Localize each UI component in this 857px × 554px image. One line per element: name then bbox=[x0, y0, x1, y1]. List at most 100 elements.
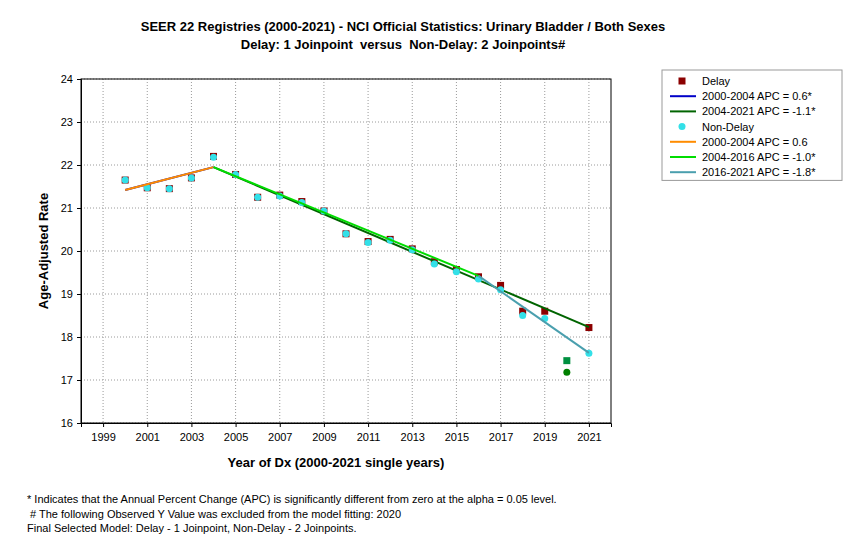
data-point bbox=[122, 177, 129, 184]
legend-line bbox=[670, 95, 696, 97]
x-tick: 2019 bbox=[533, 423, 557, 443]
data-point bbox=[254, 194, 261, 201]
fit-line bbox=[214, 167, 589, 327]
grid-line-y bbox=[81, 165, 611, 166]
legend-label: 2004-2016 APC = -1.0* bbox=[702, 151, 816, 163]
data-point bbox=[166, 185, 173, 192]
footnotes: * Indicates that the Annual Percent Chan… bbox=[27, 493, 557, 534]
y-tick-mark bbox=[77, 251, 81, 252]
x-axis-title: Year of Dx (2000-2021 single years) bbox=[228, 455, 445, 470]
data-point bbox=[122, 177, 129, 184]
legend-label: 2000-2004 APC = 0.6 bbox=[702, 136, 808, 148]
grid-line-y bbox=[81, 122, 611, 123]
x-tick: 2017 bbox=[489, 423, 513, 443]
y-axis-line bbox=[77, 80, 82, 424]
y-tick: 21 bbox=[61, 202, 81, 214]
y-tick-mark bbox=[77, 423, 81, 424]
x-tick-mark bbox=[456, 423, 457, 427]
x-tick-label: 2007 bbox=[268, 431, 292, 443]
y-tick: 17 bbox=[61, 374, 81, 386]
y-tick-label: 22 bbox=[61, 159, 73, 171]
grid-line-y bbox=[81, 380, 611, 381]
x-axis: 1999 2001 2003 2005 2007 2009 2011 2013 2015 2017… bbox=[82, 423, 612, 443]
x-tick-label: 2005 bbox=[224, 431, 248, 443]
y-tick-label: 16 bbox=[61, 417, 73, 429]
grid-line-x bbox=[456, 79, 457, 423]
x-tick-mark bbox=[103, 423, 104, 427]
x-tick-label: 2001 bbox=[136, 431, 160, 443]
x-tick-mark bbox=[147, 423, 148, 427]
data-point bbox=[188, 174, 195, 181]
legend-label: 2000-2004 APC = 0.6* bbox=[702, 90, 812, 102]
grid-line-x bbox=[147, 79, 148, 423]
legend-marker bbox=[679, 123, 686, 130]
y-tick-label: 18 bbox=[61, 331, 73, 343]
footnote: Final Selected Model: Delay - 1 Joinpoin… bbox=[27, 522, 357, 534]
y-tick: 16 bbox=[61, 417, 81, 429]
x-tick-label: 2013 bbox=[401, 431, 425, 443]
data-point bbox=[365, 239, 372, 246]
x-tick: 2005 bbox=[224, 423, 248, 443]
data-point bbox=[563, 357, 570, 364]
y-tick-label: 24 bbox=[61, 73, 73, 85]
titles: SEER 22 Registries (2000-2021) - NCI Off… bbox=[141, 19, 666, 52]
fit-line bbox=[479, 276, 589, 353]
x-tick-mark bbox=[412, 423, 413, 427]
data-point bbox=[343, 230, 350, 237]
footnote: # The following Observed Y Value was exc… bbox=[27, 508, 401, 520]
x-tick-label: 2003 bbox=[180, 431, 204, 443]
grid-line-y bbox=[81, 294, 611, 295]
grid-line-y bbox=[81, 208, 611, 209]
x-tick-label: 2009 bbox=[312, 431, 336, 443]
y-tick-label: 21 bbox=[61, 202, 73, 214]
footnote: * Indicates that the Annual Percent Chan… bbox=[27, 493, 557, 505]
plot-area bbox=[122, 153, 593, 376]
y-tick: 24 bbox=[61, 73, 81, 85]
legend-label: Non-Delay bbox=[702, 121, 754, 133]
y-tick-mark bbox=[77, 122, 81, 123]
grid-line-x bbox=[544, 79, 545, 423]
y-tick: 18 bbox=[61, 331, 81, 343]
data-point bbox=[210, 153, 217, 160]
x-tick: 2001 bbox=[136, 423, 160, 443]
data-point bbox=[365, 238, 372, 245]
y-tick: 23 bbox=[61, 116, 81, 128]
legend-line bbox=[670, 171, 696, 173]
x-tick: 2003 bbox=[180, 423, 204, 443]
data-point bbox=[453, 268, 460, 275]
background bbox=[0, 0, 857, 554]
grid bbox=[81, 79, 611, 423]
y-tick-mark bbox=[77, 79, 81, 80]
x-tick-mark bbox=[368, 423, 369, 427]
legend-marker bbox=[679, 78, 686, 85]
data-point bbox=[210, 154, 217, 161]
y-tick-mark bbox=[77, 165, 81, 166]
data-point bbox=[431, 260, 438, 267]
x-tick-label: 2021 bbox=[577, 431, 601, 443]
grid-line-y bbox=[81, 251, 611, 252]
grid-line-x bbox=[191, 79, 192, 423]
x-tick: 2013 bbox=[401, 423, 425, 443]
x-tick: 1999 bbox=[91, 423, 115, 443]
x-tick-mark bbox=[280, 423, 281, 427]
grid-line-x bbox=[500, 79, 501, 423]
fit-line bbox=[125, 167, 213, 190]
legend-label: 2004-2021 APC = -1.1* bbox=[702, 105, 816, 117]
y-tick-mark bbox=[77, 337, 81, 338]
x-tick: 2011 bbox=[357, 423, 381, 443]
legend: Delay2000-2004 APC = 0.6*2004-2021 APC =… bbox=[662, 70, 842, 180]
data-point bbox=[188, 174, 195, 181]
x-tick-mark bbox=[501, 423, 502, 427]
x-tick-label: 1999 bbox=[91, 431, 115, 443]
y-tick-label: 19 bbox=[61, 288, 73, 300]
x-tick-mark bbox=[589, 423, 590, 427]
grid-line-x bbox=[235, 79, 236, 423]
legend-label: 2016-2021 APC = -1.8* bbox=[702, 166, 816, 178]
x-axis-line bbox=[82, 424, 612, 428]
x-tick: 2015 bbox=[445, 423, 469, 443]
x-tick: 2007 bbox=[268, 423, 292, 443]
y-tick: 19 bbox=[61, 288, 81, 300]
legend-box bbox=[662, 70, 842, 180]
x-tick-mark bbox=[191, 423, 192, 427]
y-tick-mark bbox=[77, 208, 81, 209]
